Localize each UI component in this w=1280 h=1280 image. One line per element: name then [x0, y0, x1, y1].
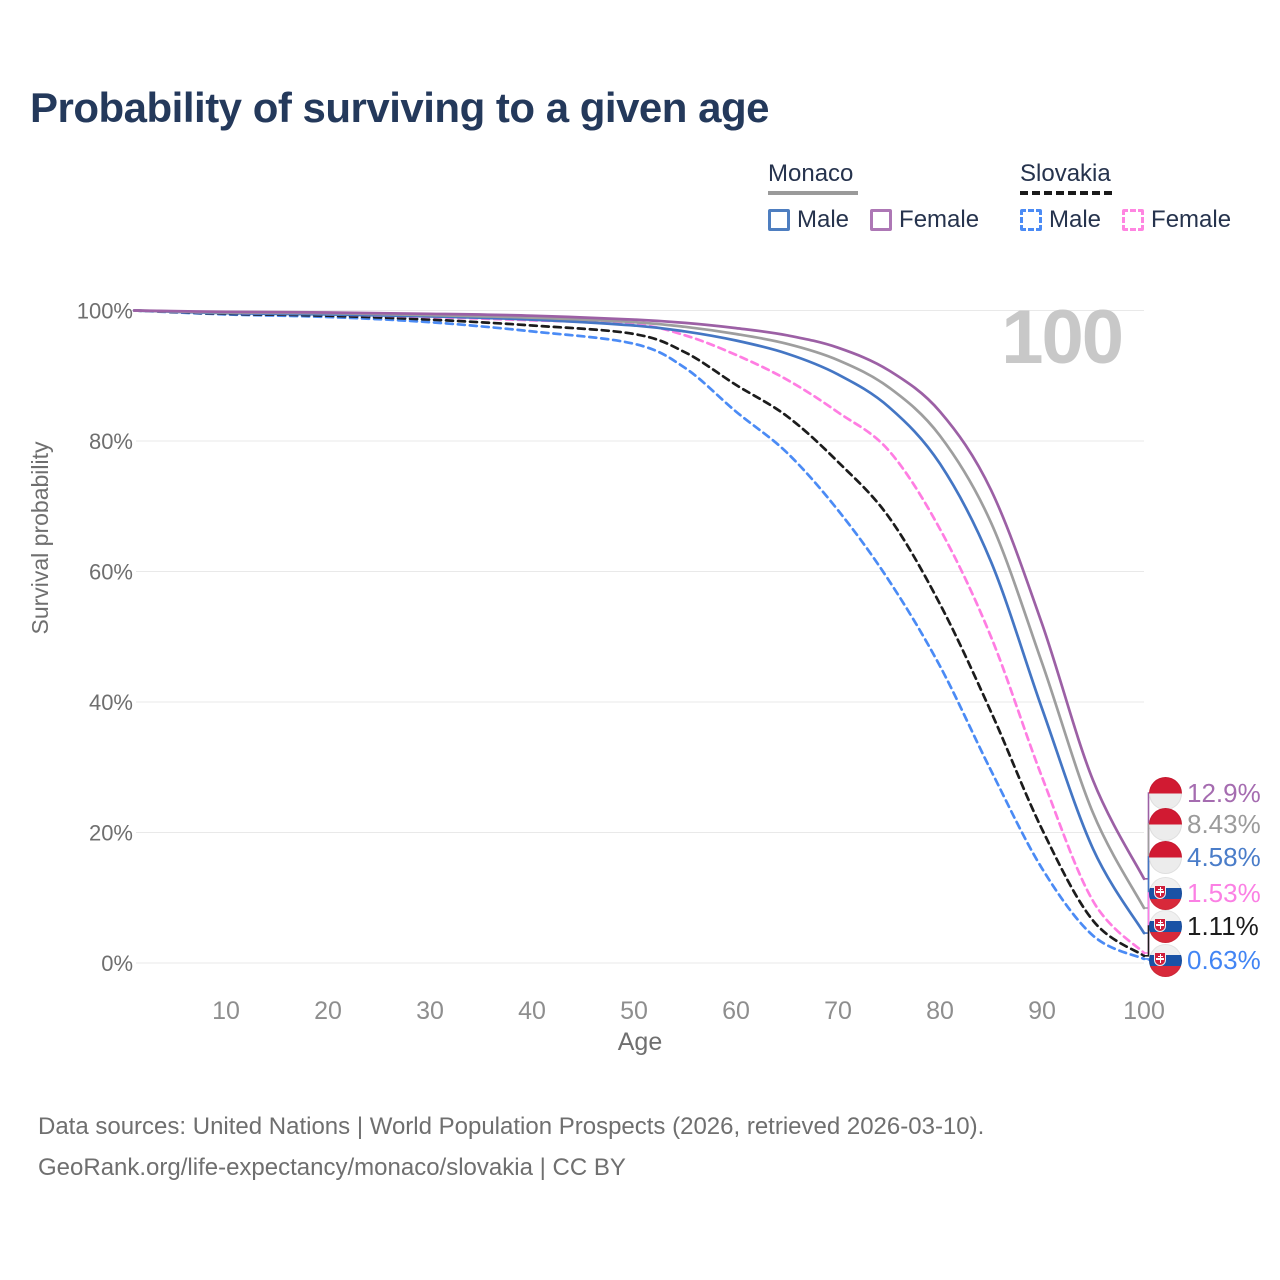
end-value-monaco-male: 4.58%	[1187, 842, 1261, 872]
y-tick-label: 40%	[89, 690, 133, 715]
x-tick-label: 10	[212, 997, 240, 1025]
end-label-monaco-combined: 8.43%	[1149, 808, 1261, 841]
y-tick-label: 60%	[89, 560, 133, 585]
y-tick-label: 0%	[101, 951, 133, 976]
y-tick-label: 80%	[89, 429, 133, 454]
y-axis-title: Survival probability	[27, 441, 53, 635]
slovakia-flag-icon	[1149, 910, 1182, 943]
monaco-flag-icon	[1149, 841, 1182, 874]
legend-country-slovakia: Slovakia	[1020, 160, 1111, 187]
watermark-100: 100	[1001, 295, 1122, 380]
monaco-male-swatch-icon	[768, 209, 790, 231]
end-label-slovakia-female: 1.53%	[1149, 877, 1261, 910]
series-line-slovakia-male[interactable]	[132, 309, 1146, 961]
end-value-slovakia-combined: 1.11%	[1187, 911, 1259, 941]
legend-item-monaco-female[interactable]: Female	[870, 206, 979, 234]
monaco-female-swatch-icon	[870, 209, 893, 231]
x-tick-label: 90	[1028, 997, 1056, 1025]
end-label-monaco-male: 4.58%	[1149, 841, 1261, 874]
series-line-monaco-both-sexes[interactable]	[132, 309, 1146, 910]
slovakia-flag-icon	[1149, 944, 1182, 977]
legend-group-slovakia: Slovakia Male Female	[1020, 160, 1231, 234]
legend-label-slovakia-female: Female	[1151, 206, 1232, 233]
end-value-monaco-combined: 8.43%	[1187, 809, 1261, 839]
end-value-slovakia-female: 1.53%	[1187, 878, 1261, 908]
y-tick-label: 20%	[89, 821, 133, 846]
x-axis-title: Age	[618, 1028, 662, 1056]
legend-label-monaco-male: Male	[797, 206, 850, 233]
legend-group-monaco: Monaco Male Female	[768, 160, 979, 234]
legend-label-monaco-female: Female	[899, 206, 980, 233]
monaco-flag-icon	[1149, 808, 1182, 841]
monaco-combined-line-sample	[768, 191, 858, 195]
footer-attribution-line: GeoRank.org/life-expectancy/monaco/slova…	[38, 1154, 626, 1181]
slovakia-flag-icon	[1149, 877, 1182, 910]
legend-item-slovakia-female[interactable]: Female	[1122, 206, 1231, 234]
x-tick-label: 70	[824, 997, 852, 1025]
legend-item-monaco-male[interactable]: Male	[768, 206, 849, 234]
slovakia-female-swatch-icon	[1122, 209, 1145, 231]
x-tick-label: 60	[722, 997, 750, 1025]
page-title: Probability of surviving to a given age	[30, 84, 769, 131]
series-line-monaco-female[interactable]	[132, 309, 1146, 881]
end-label-slovakia-male: 0.63%	[1149, 944, 1261, 977]
end-value-monaco-female: 12.9%	[1187, 778, 1261, 808]
legend-label-slovakia-male: Male	[1049, 206, 1102, 233]
x-tick-label: 100	[1123, 997, 1165, 1025]
end-label-monaco-female: 12.9%	[1149, 777, 1261, 810]
slovakia-male-swatch-icon	[1020, 209, 1042, 231]
series-line-slovakia-female[interactable]	[132, 309, 1146, 955]
y-tick-label: 100%	[77, 299, 133, 324]
legend-item-slovakia-male[interactable]: Male	[1020, 206, 1101, 234]
series-line-slovakia-both-sexes[interactable]	[132, 309, 1146, 958]
footer-sources-line: Data sources: United Nations | World Pop…	[38, 1113, 985, 1140]
series-line-monaco-male[interactable]	[132, 309, 1146, 935]
x-tick-label: 30	[416, 997, 444, 1025]
slovakia-combined-line-sample	[1020, 191, 1112, 195]
legend-country-monaco: Monaco	[768, 160, 854, 187]
end-value-slovakia-male: 0.63%	[1187, 945, 1261, 975]
data-sources-footer: Data sources: United Nations | World Pop…	[38, 1106, 984, 1188]
x-tick-label: 40	[518, 997, 546, 1025]
monaco-flag-icon	[1149, 777, 1182, 810]
end-label-slovakia-combined: 1.11%	[1149, 910, 1259, 943]
x-tick-label: 20	[314, 997, 342, 1025]
x-tick-label: 50	[620, 997, 648, 1025]
x-tick-label: 80	[926, 997, 954, 1025]
